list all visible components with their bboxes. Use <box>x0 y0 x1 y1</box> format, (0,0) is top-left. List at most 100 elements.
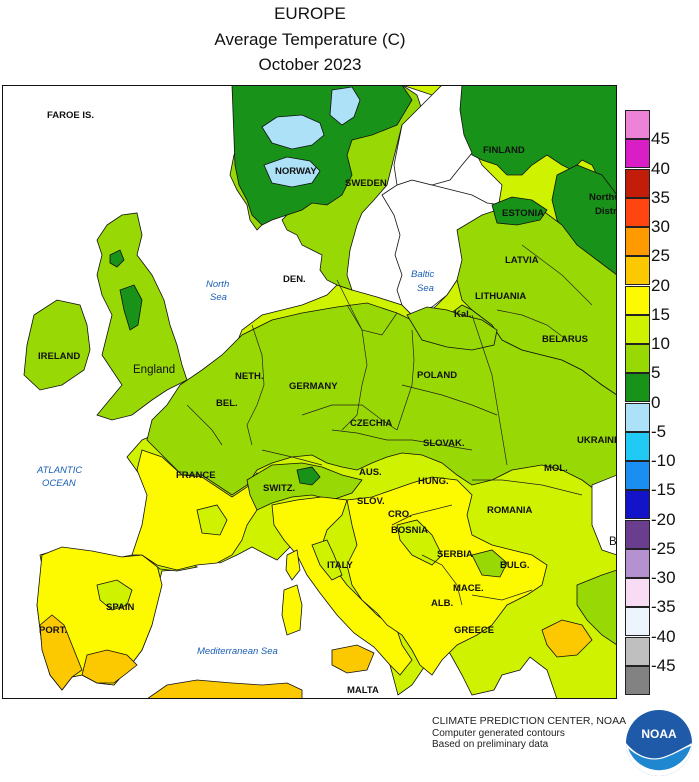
label-ukraine: UKRAINE <box>577 435 617 446</box>
legend-label: 0 <box>651 392 661 412</box>
label-north-sea-2: Sea <box>210 292 227 303</box>
label-denmark: DEN. <box>283 274 306 285</box>
noaa-logo-text: NOAA <box>641 727 677 741</box>
label-poland: POLAND <box>417 370 457 381</box>
label-mediterranean: Mediterranean Sea <box>197 646 278 657</box>
corsica <box>285 549 301 581</box>
label-black-sea-partial: B <box>609 536 617 548</box>
portugal-hot <box>39 614 83 691</box>
sardinia <box>281 584 303 636</box>
label-bulgaria: BULG. <box>500 560 530 571</box>
label-northwest-district-1: Northw <box>589 192 617 203</box>
legend-swatch <box>625 110 650 139</box>
label-malta: MALTA <box>347 685 379 696</box>
noaa-logo: NOAA <box>626 710 692 776</box>
legend-label: 40 <box>651 158 670 178</box>
label-sweden: SWEDEN <box>345 178 387 189</box>
legend-swatch <box>625 344 650 373</box>
estonia-cold <box>491 196 548 226</box>
label-portugal: PORT. <box>39 625 67 636</box>
scotland-highlands <box>109 249 125 268</box>
label-albania: ALB. <box>431 598 453 609</box>
legend-swatch <box>625 256 650 286</box>
label-spain: SPAIN <box>106 602 134 613</box>
sea-labels: North Sea Baltic Sea ATLANTIC OCEAN Medi… <box>36 269 434 657</box>
label-finland: FINLAND <box>483 145 525 156</box>
legend-label: -10 <box>651 451 676 470</box>
label-bosnia: BOSNIA <box>391 525 428 536</box>
dinaric-cool <box>396 519 443 566</box>
apennines-cool <box>311 539 343 581</box>
norway-cold-zone <box>261 114 325 150</box>
legend-label: -40 <box>651 626 676 646</box>
credit-org: CLIMATE PREDICTION CENTER, NOAA <box>432 715 627 727</box>
label-slovakia: SLOVAK. <box>423 438 465 449</box>
label-latvia: LATVIA <box>505 255 539 266</box>
legend-label: -30 <box>651 568 676 587</box>
turkey-coast <box>576 569 617 646</box>
credit-note: Based on preliminary data <box>432 739 549 750</box>
label-czechia: CZECHIA <box>350 418 392 429</box>
legend-label: 35 <box>651 187 670 207</box>
label-estonia: ESTONIA <box>502 208 544 219</box>
label-moldova: MOL. <box>544 463 568 474</box>
legend-swatch <box>625 431 650 461</box>
spain-south-hot <box>81 649 138 684</box>
country-labels: FAROE IS. NORWAY SWEDEN FINLAND ESTONIA … <box>38 110 617 696</box>
label-romania: ROMANIA <box>487 505 533 516</box>
legend-swatch <box>625 373 650 403</box>
legend-label: 45 <box>651 129 670 149</box>
label-faroe: FAROE IS. <box>47 110 94 121</box>
italy-warm <box>271 496 413 676</box>
legend-swatch <box>625 461 650 490</box>
balkan-mountains-cool <box>471 549 508 578</box>
legend-swatch <box>625 168 650 198</box>
spain-meseta-cool <box>96 579 133 611</box>
label-northwest-district-2: Distr <box>595 206 617 217</box>
label-greece: GREECE <box>454 625 494 636</box>
legend-label: 25 <box>651 246 670 266</box>
temperature-map: FAROE IS. NORWAY SWEDEN FINLAND ESTONIA … <box>2 85 617 699</box>
gulf-bothnia <box>393 85 473 186</box>
label-atlantic-1: ATLANTIC <box>36 465 82 476</box>
legend-swatch <box>625 665 650 695</box>
legend-label: -15 <box>651 480 676 500</box>
label-kaliningrad: Kal. <box>454 309 471 320</box>
black-sea <box>591 474 617 556</box>
legend-label: 30 <box>651 217 670 236</box>
kaliningrad-green <box>406 306 498 351</box>
country-borders <box>186 244 593 606</box>
ireland-land <box>23 299 91 391</box>
alps-peak <box>296 466 321 486</box>
legend-label: 5 <box>651 363 661 383</box>
pennines-cool <box>119 284 143 331</box>
label-slovenia: SLOV. <box>357 496 385 507</box>
label-netherlands: NETH. <box>235 371 264 382</box>
sicily <box>331 644 375 674</box>
baltic-states-green <box>456 204 617 396</box>
label-england: England <box>133 364 175 376</box>
legend-label: 10 <box>651 334 670 353</box>
label-germany: GERMANY <box>289 381 338 392</box>
label-belarus: BELARUS <box>542 334 588 345</box>
label-austria: AUS. <box>359 467 382 478</box>
map-frame <box>2 85 617 699</box>
title-period: October 2023 <box>258 55 362 74</box>
label-macedonia: MACE. <box>453 583 484 594</box>
greece-hot <box>541 619 593 658</box>
legend-swatch <box>625 490 650 520</box>
label-hungary: HUNG. <box>418 476 449 487</box>
legend-label: -45 <box>651 655 676 675</box>
legend-swatch <box>625 402 650 432</box>
label-belgium: BEL. <box>216 398 238 409</box>
legend-label: 15 <box>651 304 670 324</box>
label-baltic-sea-1: Baltic <box>411 269 434 280</box>
massif-central-cool <box>196 504 228 536</box>
map-titles: EUROPE Average Temperature (C) October 2… <box>0 0 620 78</box>
legend-swatch <box>625 197 650 227</box>
legend-label: 20 <box>651 275 670 295</box>
label-ireland: IRELAND <box>38 351 80 362</box>
label-north-sea-1: North <box>206 279 229 290</box>
legend-label: -35 <box>651 597 676 617</box>
legend-swatch <box>625 607 650 637</box>
